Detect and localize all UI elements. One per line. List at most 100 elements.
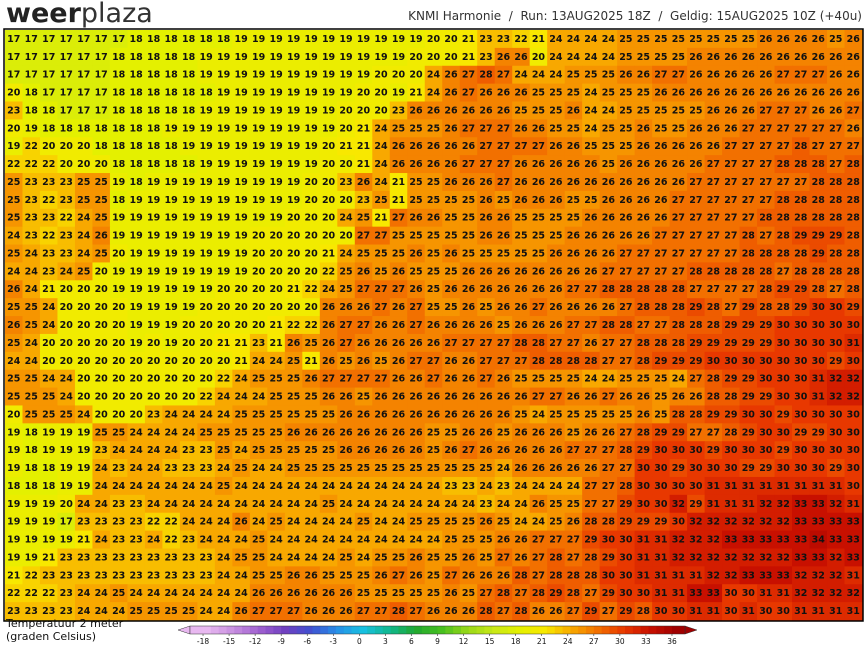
temperature-cell: [372, 190, 391, 210]
temperature-cell: [722, 119, 741, 138]
temperature-value: 31: [637, 535, 650, 546]
temperature-cell: [739, 83, 758, 103]
temperature-value: 23: [200, 570, 213, 581]
temperature-value: 27: [777, 105, 790, 116]
temperature-value: 24: [234, 374, 248, 385]
temperature-cell: [39, 101, 58, 120]
temperature-cell: [757, 155, 776, 174]
temperature-value: 25: [619, 123, 632, 134]
temperature-cell: [652, 47, 671, 67]
temperature-value: 27: [374, 231, 387, 242]
temperature-value: 27: [777, 141, 790, 152]
temperature-value: 26: [567, 517, 581, 528]
temperature-value: 26: [497, 266, 511, 277]
temperature-value: 28: [812, 195, 826, 206]
temperature-value: 19: [234, 123, 247, 134]
temperature-cell: [757, 47, 776, 67]
temperature-value: 19: [287, 141, 300, 152]
temperature-value: 26: [409, 570, 423, 581]
colorbar-segment: [656, 626, 665, 634]
temperature-value: 27: [409, 356, 422, 367]
temperature-cell: [57, 173, 76, 192]
temperature-value: 24: [147, 535, 161, 546]
temperature-value: 26: [619, 195, 633, 206]
temperature-value: 21: [234, 356, 247, 367]
temperature-value: 26: [462, 302, 476, 313]
temperature-value: 25: [182, 606, 195, 617]
temperature-value: 19: [182, 284, 195, 295]
temperature-value: 20: [339, 105, 353, 116]
temperature-value: 28: [847, 284, 861, 295]
temperature-value: 28: [812, 177, 826, 188]
temperature-value: 25: [532, 213, 545, 224]
temperature-cell: [39, 155, 58, 174]
temperature-value: 27: [392, 213, 405, 224]
temperature-value: 27: [584, 481, 597, 492]
temperature-value: 31: [829, 481, 842, 492]
temperature-value: 20: [112, 392, 126, 403]
temperature-value: 32: [742, 517, 755, 528]
temperature-cell: [267, 155, 286, 174]
colorbar-segment: [523, 626, 532, 634]
temperature-value: 21: [77, 535, 90, 546]
temperature-cell: [634, 47, 653, 67]
temperature-value: 30: [619, 535, 633, 546]
temperature-value: 20: [147, 374, 161, 385]
temperature-value: 25: [339, 356, 352, 367]
temperature-value: 25: [322, 570, 335, 581]
temperature-value: 26: [689, 141, 703, 152]
temperature-cell: [232, 137, 251, 156]
temperature-value: 30: [759, 606, 773, 617]
colorbar-tick-label: 27: [589, 637, 599, 646]
temperature-value: 19: [339, 70, 352, 81]
temperature-value: 28: [584, 570, 598, 581]
temperature-value: 19: [252, 159, 265, 170]
temperature-value: 23: [182, 463, 195, 474]
temperature-value: 26: [532, 499, 546, 510]
temperature-cell: [389, 65, 408, 85]
temperature-value: 20: [7, 409, 21, 420]
temperature-cell: [39, 190, 58, 210]
temperature-value: 27: [252, 606, 265, 617]
temperature-value: 27: [689, 213, 702, 224]
colorbar-segment: [531, 626, 540, 634]
temperature-value: 25: [619, 374, 632, 385]
temperature-value: 20: [200, 374, 214, 385]
temperature-value: 29: [794, 302, 807, 313]
temperature-cell: [687, 83, 706, 103]
temperature-value: 25: [654, 52, 667, 63]
temperature-cell: [512, 208, 531, 228]
temperature-value: 25: [287, 392, 300, 403]
temperature-value: 34: [812, 535, 826, 546]
temperature-value: 26: [567, 266, 581, 277]
temperature-value: 26: [462, 392, 476, 403]
temperature-cell: [232, 190, 251, 210]
temperature-value: 30: [672, 606, 686, 617]
temperature-value: 18: [130, 123, 144, 134]
temperature-value: 26: [672, 392, 686, 403]
temperature-value: 18: [147, 159, 161, 170]
temperature-cell: [564, 30, 583, 49]
temperature-value: 24: [269, 356, 283, 367]
temperature-value: 26: [584, 392, 598, 403]
temperature-value: 25: [409, 266, 422, 277]
temperature-value: 28: [637, 284, 651, 295]
temperature-value: 25: [304, 445, 317, 456]
temperature-value: 30: [637, 588, 651, 599]
temperature-value: 18: [130, 159, 144, 170]
temperature-cell: [162, 119, 181, 138]
temperature-value: 26: [514, 195, 528, 206]
temperature-value: 20: [287, 231, 301, 242]
temperature-value: 23: [60, 570, 73, 581]
temperature-cell: [459, 190, 478, 210]
temperature-value: 26: [357, 302, 371, 313]
temperature-value: 27: [532, 535, 545, 546]
temperature-cell: [599, 47, 618, 67]
temperature-value: 24: [322, 481, 336, 492]
temperature-value: 27: [374, 284, 387, 295]
temperature-value: 23: [112, 535, 125, 546]
colorbar-segment: [374, 626, 384, 634]
temperature-value: 17: [60, 70, 73, 81]
temperature-value: 26: [847, 52, 861, 63]
temperature-value: 29: [794, 284, 807, 295]
